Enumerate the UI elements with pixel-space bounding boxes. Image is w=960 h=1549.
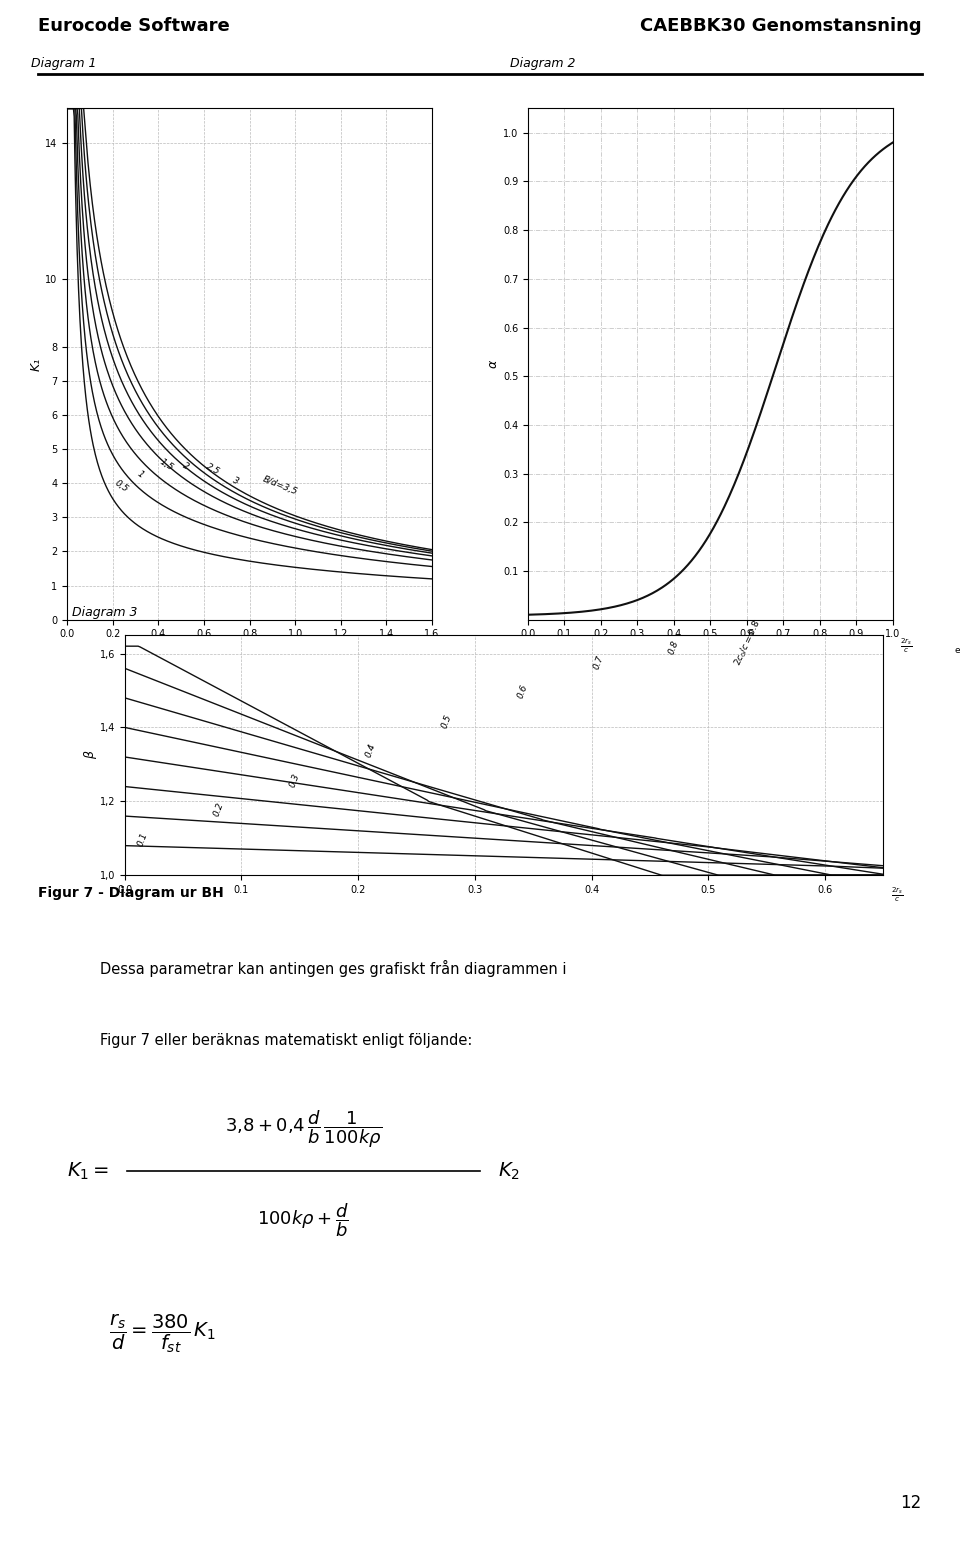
Text: 0.4: 0.4 [364, 742, 377, 759]
Text: $2c_0/c=0.8$: $2c_0/c=0.8$ [732, 618, 764, 668]
Text: Diagram 3: Diagram 3 [72, 606, 137, 620]
Text: 0.6: 0.6 [516, 683, 529, 700]
Text: $\frac{2r_s}{c}$: $\frac{2r_s}{c}$ [900, 637, 913, 655]
Text: Figur 7 - Diagram ur BH: Figur 7 - Diagram ur BH [38, 886, 224, 900]
Text: el: el [955, 646, 960, 655]
Text: Figur 7 eller beräknas matematiskt enligt följande:: Figur 7 eller beräknas matematiskt enlig… [100, 1033, 472, 1047]
Text: 0.7: 0.7 [591, 654, 605, 671]
Text: 0.8: 0.8 [667, 640, 681, 655]
Text: $\frac{2r_s}{c}$: $\frac{2r_s}{c}$ [891, 886, 903, 905]
Text: $\dfrac{r_s}{d} = \dfrac{380}{f_{st}}\,K_1$: $\dfrac{r_s}{d} = \dfrac{380}{f_{st}}\,K… [109, 1312, 216, 1355]
Text: 0.2: 0.2 [212, 801, 226, 818]
Y-axis label: β: β [84, 751, 97, 759]
X-axis label: 100 kρ: 100 kρ [230, 644, 269, 655]
Text: $K_2$: $K_2$ [497, 1160, 519, 1182]
Text: Dessa parametrar kan antingen ges grafiskt från diagrammen i: Dessa parametrar kan antingen ges grafis… [100, 960, 566, 977]
Text: 12: 12 [900, 1493, 922, 1512]
Text: 2: 2 [181, 462, 191, 471]
Text: 0,5: 0,5 [113, 479, 130, 494]
Text: $K_1 =$: $K_1 =$ [67, 1160, 109, 1182]
Text: 1: 1 [135, 469, 145, 480]
Text: B/d=3,5: B/d=3,5 [261, 474, 299, 497]
Text: $100k\rho + \dfrac{d}{b}$: $100k\rho + \dfrac{d}{b}$ [257, 1202, 349, 1239]
Text: Diagram 1: Diagram 1 [31, 57, 96, 70]
Text: 0.1: 0.1 [136, 832, 150, 847]
Text: 0.3: 0.3 [288, 771, 301, 788]
Text: $3{,}8 + 0{,}4\,\dfrac{d}{b}\,\dfrac{1}{100k\rho}$: $3{,}8 + 0{,}4\,\dfrac{d}{b}\,\dfrac{1}{… [225, 1108, 382, 1149]
Text: 1,5: 1,5 [158, 457, 176, 472]
Text: 0.5: 0.5 [440, 713, 453, 730]
Text: 3: 3 [231, 476, 240, 486]
Text: 2,5: 2,5 [204, 462, 221, 476]
Y-axis label: K₁: K₁ [30, 358, 42, 370]
Text: CAEBBK30 Genomstansning: CAEBBK30 Genomstansning [640, 17, 922, 34]
Text: Diagram 2: Diagram 2 [510, 57, 575, 70]
Text: Eurocode Software: Eurocode Software [38, 17, 230, 34]
Y-axis label: α: α [487, 359, 500, 369]
